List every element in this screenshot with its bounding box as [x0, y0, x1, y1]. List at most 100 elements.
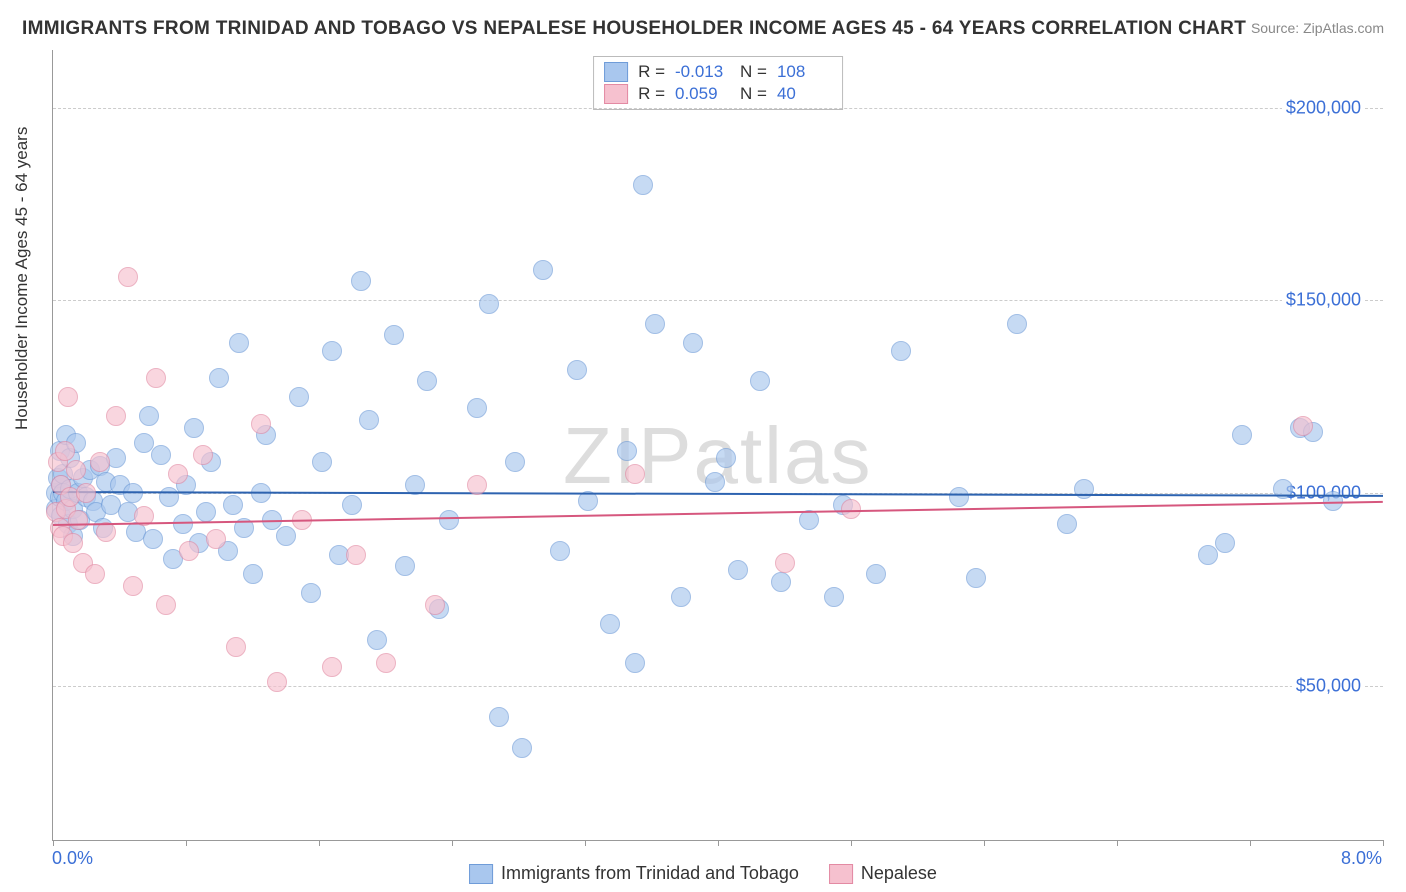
- x-tick-mark: [186, 840, 187, 846]
- chart-plot-area: ZIPatlas R = -0.013N = 108R = 0.059N = 4…: [52, 50, 1383, 841]
- data-point: [322, 341, 342, 361]
- stat-r-value: 0.059: [675, 84, 730, 104]
- data-point: [68, 510, 88, 530]
- data-point: [184, 418, 204, 438]
- data-point: [567, 360, 587, 380]
- data-point: [209, 368, 229, 388]
- data-point: [143, 529, 163, 549]
- data-point: [63, 533, 83, 553]
- data-point: [617, 441, 637, 461]
- stat-r-label: R =: [638, 62, 665, 82]
- data-point: [156, 595, 176, 615]
- data-point: [376, 653, 396, 673]
- data-point: [467, 475, 487, 495]
- data-point: [1215, 533, 1235, 553]
- series-legend: Immigrants from Trinidad and Tobago Nepal…: [469, 863, 937, 884]
- y-tick-label: $50,000: [1292, 675, 1365, 696]
- stat-n-value: 108: [777, 62, 832, 82]
- x-tick-mark: [851, 840, 852, 846]
- data-point: [799, 510, 819, 530]
- data-point: [966, 568, 986, 588]
- data-point: [671, 587, 691, 607]
- data-point: [716, 448, 736, 468]
- source-label: Source: ZipAtlas.com: [1251, 20, 1384, 36]
- data-point: [168, 464, 188, 484]
- data-point: [489, 707, 509, 727]
- data-point: [425, 595, 445, 615]
- data-point: [76, 483, 96, 503]
- data-point: [367, 630, 387, 650]
- data-point: [705, 472, 725, 492]
- data-point: [106, 406, 126, 426]
- data-point: [841, 499, 861, 519]
- data-point: [505, 452, 525, 472]
- x-tick-mark: [585, 840, 586, 846]
- data-point: [139, 406, 159, 426]
- legend-item: Nepalese: [829, 863, 937, 884]
- data-point: [384, 325, 404, 345]
- stat-r-label: R =: [638, 84, 665, 104]
- data-point: [866, 564, 886, 584]
- data-point: [533, 260, 553, 280]
- data-point: [289, 387, 309, 407]
- data-point: [359, 410, 379, 430]
- data-point: [633, 175, 653, 195]
- data-point: [479, 294, 499, 314]
- data-point: [276, 526, 296, 546]
- data-point: [312, 452, 332, 472]
- stat-legend-row: R = 0.059N = 40: [604, 83, 832, 105]
- data-point: [322, 657, 342, 677]
- data-point: [66, 460, 86, 480]
- x-tick-mark: [319, 840, 320, 846]
- data-point: [775, 553, 795, 573]
- data-point: [351, 271, 371, 291]
- legend-swatch: [829, 864, 853, 884]
- y-tick-label: $150,000: [1282, 290, 1365, 311]
- data-point: [395, 556, 415, 576]
- y-tick-label: $200,000: [1282, 97, 1365, 118]
- data-point: [223, 495, 243, 515]
- data-point: [106, 448, 126, 468]
- data-point: [173, 514, 193, 534]
- data-point: [251, 414, 271, 434]
- data-point: [179, 541, 199, 561]
- stat-legend: R = -0.013N = 108R = 0.059N = 40: [593, 56, 843, 110]
- data-point: [118, 267, 138, 287]
- data-point: [1074, 479, 1094, 499]
- legend-label: Immigrants from Trinidad and Tobago: [501, 863, 799, 884]
- data-point: [728, 560, 748, 580]
- x-tick-mark: [984, 840, 985, 846]
- x-tick-mark: [53, 840, 54, 846]
- data-point: [346, 545, 366, 565]
- data-point: [55, 441, 75, 461]
- data-point: [146, 368, 166, 388]
- x-tick-mark: [452, 840, 453, 846]
- data-point: [512, 738, 532, 758]
- data-point: [625, 653, 645, 673]
- stat-n-value: 40: [777, 84, 832, 104]
- trend-line: [53, 501, 1383, 526]
- data-point: [301, 583, 321, 603]
- data-point: [206, 529, 226, 549]
- data-point: [1057, 514, 1077, 534]
- stat-n-label: N =: [740, 62, 767, 82]
- legend-swatch: [469, 864, 493, 884]
- data-point: [439, 510, 459, 530]
- data-point: [196, 502, 216, 522]
- data-point: [683, 333, 703, 353]
- gridline: [53, 300, 1383, 301]
- legend-swatch: [604, 84, 628, 104]
- y-axis-label: Householder Income Ages 45 - 64 years: [12, 127, 32, 430]
- x-tick-mark: [718, 840, 719, 846]
- x-tick-mark: [1117, 840, 1118, 846]
- data-point: [151, 445, 171, 465]
- data-point: [243, 564, 263, 584]
- data-point: [824, 587, 844, 607]
- data-point: [625, 464, 645, 484]
- data-point: [600, 614, 620, 634]
- data-point: [467, 398, 487, 418]
- data-point: [342, 495, 362, 515]
- legend-item: Immigrants from Trinidad and Tobago: [469, 863, 799, 884]
- data-point: [85, 564, 105, 584]
- data-point: [891, 341, 911, 361]
